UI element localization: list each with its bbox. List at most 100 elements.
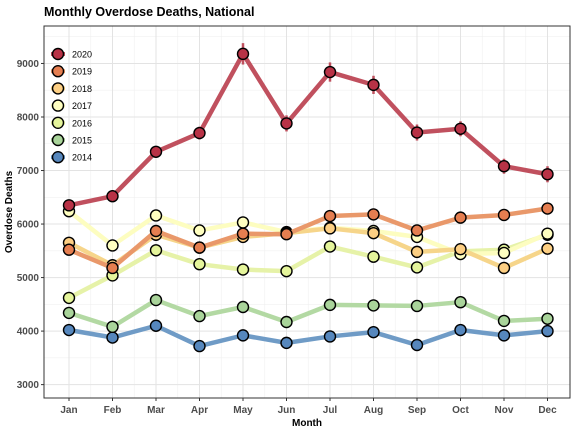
legend-item: 2016 [51, 116, 92, 130]
data-point [193, 126, 206, 140]
data-point [497, 160, 511, 173]
series-2014 [62, 319, 554, 353]
data-point [367, 226, 380, 240]
data-point [106, 261, 119, 275]
series-2015 [62, 293, 554, 334]
data-point [541, 312, 554, 325]
data-point [454, 211, 467, 224]
data-point [62, 243, 76, 256]
data-point [367, 250, 380, 263]
data-point [410, 224, 424, 237]
legend: 2020 2019 2018 2017 2016 2015 2014 [51, 47, 92, 164]
y-axis-ticks: 3000 4000 5000 6000 7000 8000 9000 [17, 59, 44, 391]
x-tick-label: Dec [538, 405, 557, 416]
data-point [106, 190, 119, 203]
x-tick-label: Sep [408, 405, 426, 416]
data-point [193, 241, 206, 254]
chart-title: Monthly Overdose Deaths, National [44, 5, 254, 19]
data-point [280, 228, 293, 241]
data-point [149, 209, 163, 222]
series-2019 [62, 202, 554, 275]
legend-item: 2014 [51, 150, 92, 164]
series-line [66, 297, 550, 330]
data-point [149, 293, 163, 307]
y-axis-label: Overdose Deaths [4, 170, 15, 253]
series-line [66, 51, 550, 208]
data-point [367, 78, 380, 92]
x-tick-label: Mar [147, 405, 165, 416]
data-point [323, 240, 337, 253]
data-point [62, 199, 76, 212]
data-point [323, 65, 337, 79]
data-point [497, 314, 511, 328]
data-point [454, 122, 467, 135]
x-tick-label: Nov [495, 405, 514, 416]
y-tick-label: 4000 [17, 327, 40, 338]
legend-label: 2015 [72, 136, 92, 146]
data-point [541, 227, 554, 240]
series-group [62, 43, 554, 353]
legend-swatch-point [51, 133, 65, 147]
data-point [410, 299, 424, 313]
data-point [193, 224, 206, 237]
data-point [410, 245, 424, 259]
data-point [149, 224, 163, 238]
data-point [62, 306, 76, 320]
data-point [410, 126, 424, 139]
y-tick-label: 6000 [17, 220, 40, 231]
data-point [62, 323, 76, 337]
y-tick-label: 3000 [17, 380, 40, 391]
data-point [106, 331, 119, 344]
data-point [106, 320, 119, 334]
x-axis-label: Month [292, 418, 322, 429]
data-point [367, 299, 380, 312]
x-axis-ticks: Jan Feb Mar Apr May Jun Jul Aug Sep Oct Nov Dec [60, 398, 557, 416]
legend-swatch-point [51, 64, 65, 78]
x-tick-label: Oct [452, 405, 469, 416]
data-point [454, 295, 467, 309]
legend-label: 2020 [72, 50, 92, 60]
y-tick-label: 5000 [17, 273, 40, 284]
x-tick-label: Feb [104, 405, 122, 416]
legend-swatch-point [51, 82, 65, 95]
data-point [62, 291, 76, 305]
y-tick-label: 8000 [17, 112, 40, 123]
x-tick-label: Jan [60, 405, 77, 416]
data-point [280, 117, 293, 130]
data-point [323, 222, 337, 235]
y-tick-label: 9000 [17, 59, 40, 70]
data-point [280, 264, 293, 278]
legend-item: 2020 [51, 47, 92, 61]
y-tick-label: 7000 [17, 166, 40, 177]
data-point [497, 246, 511, 260]
data-point [497, 208, 511, 222]
data-point [323, 298, 337, 312]
legend-swatch-point [51, 47, 65, 61]
x-tick-label: Jun [278, 405, 296, 416]
series-line [66, 206, 550, 271]
data-point [280, 336, 293, 350]
data-point [236, 263, 250, 276]
grid [44, 26, 570, 398]
data-point [236, 300, 250, 314]
legend-swatch-point [51, 116, 65, 130]
x-tick-label: Jul [323, 405, 338, 416]
legend-label: 2016 [72, 118, 92, 128]
data-point [410, 261, 424, 274]
data-point [193, 257, 206, 271]
data-point [193, 309, 206, 323]
data-point [541, 202, 554, 215]
data-point [149, 244, 163, 257]
legend-item: 2017 [51, 99, 92, 112]
data-point [323, 330, 337, 343]
data-point [193, 339, 206, 353]
series-2020 [62, 43, 554, 212]
legend-label: 2017 [72, 101, 92, 111]
plot-border [43, 25, 571, 399]
legend-item: 2019 [51, 64, 92, 78]
series-line [66, 323, 550, 349]
data-point [236, 227, 250, 240]
data-point [454, 323, 467, 337]
